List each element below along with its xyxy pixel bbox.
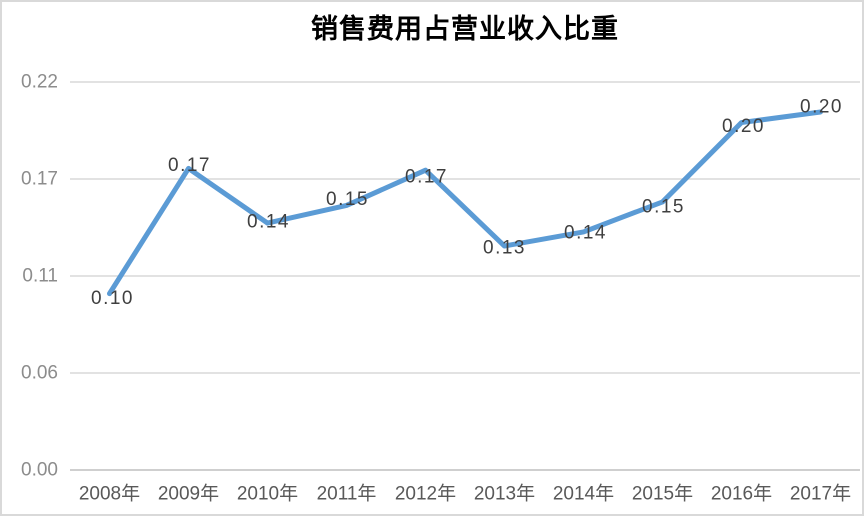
data-point-label: 0.15	[326, 189, 369, 210]
y-tick-label: 0.22	[21, 72, 58, 93]
x-tick-label: 2012年	[395, 483, 456, 505]
data-point-label: 0.17	[405, 167, 448, 188]
data-point-label: 0.15	[642, 196, 685, 217]
x-tick-label: 2013年	[474, 483, 535, 505]
x-tick-label: 2008年	[79, 483, 140, 505]
y-tick-label: 0.11	[22, 266, 58, 287]
data-point-label: 0.13	[483, 238, 526, 259]
y-tick-label: 0.00	[21, 460, 58, 481]
x-tick-label: 2009年	[158, 483, 219, 505]
data-point-label: 0.17	[168, 155, 211, 176]
y-tick-label: 0.17	[21, 169, 58, 190]
data-point-label: 0.10	[91, 288, 134, 309]
data-point-label: 0.14	[247, 212, 290, 233]
series-line	[107, 109, 823, 297]
x-tick-label: 2016年	[711, 483, 772, 505]
data-point-label: 0.20	[722, 116, 765, 137]
x-tick-label: 2014年	[553, 483, 614, 505]
x-tick-label: 2010年	[237, 483, 298, 505]
chart-title: 销售费用占营业收入比重	[311, 14, 619, 45]
x-tick-label: 2017年	[790, 483, 851, 505]
x-tick-label: 2015年	[632, 483, 693, 505]
data-point-label: 0.14	[564, 222, 607, 243]
x-tick-label: 2011年	[317, 483, 377, 505]
y-tick-label: 0.06	[21, 363, 58, 384]
data-point-label: 0.20	[800, 96, 843, 117]
